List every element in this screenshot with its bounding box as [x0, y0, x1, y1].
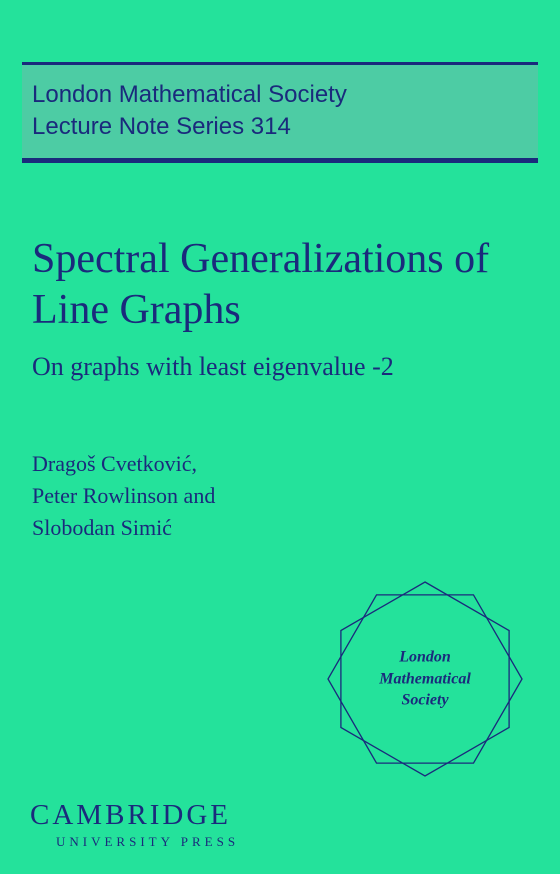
main-title: Spectral Generalizations of Line Graphs — [32, 234, 530, 336]
author-3: Slobodan Simić — [32, 512, 215, 544]
author-2: Peter Rowlinson and — [32, 480, 215, 512]
author-1: Dragoš Cvetković, — [32, 448, 215, 480]
title-block: Spectral Generalizations of Line Graphs … — [32, 234, 530, 384]
lms-logo: London Mathematical Society — [320, 574, 530, 784]
publisher-block: CAMBRIDGE UNIVERSITY PRESS — [30, 799, 239, 850]
subtitle: On graphs with least eigenvalue -2 — [32, 350, 530, 384]
series-band: London Mathematical Society Lecture Note… — [22, 62, 538, 163]
publisher-sub: UNIVERSITY PRESS — [30, 834, 239, 850]
lms-line-2: Mathematical — [355, 668, 495, 690]
series-number: 314 — [251, 113, 291, 140]
series-line-2: Lecture Note Series 314 — [32, 111, 528, 143]
lms-line-3: Society — [355, 690, 495, 712]
lms-line-1: London — [355, 647, 495, 669]
publisher-name: CAMBRIDGE — [30, 799, 239, 832]
lms-label: London Mathematical Society — [355, 647, 495, 712]
series-line-1: London Mathematical Society — [32, 79, 528, 111]
series-prefix: Lecture Note Series — [32, 113, 244, 140]
authors-block: Dragoš Cvetković, Peter Rowlinson and Sl… — [32, 448, 215, 544]
